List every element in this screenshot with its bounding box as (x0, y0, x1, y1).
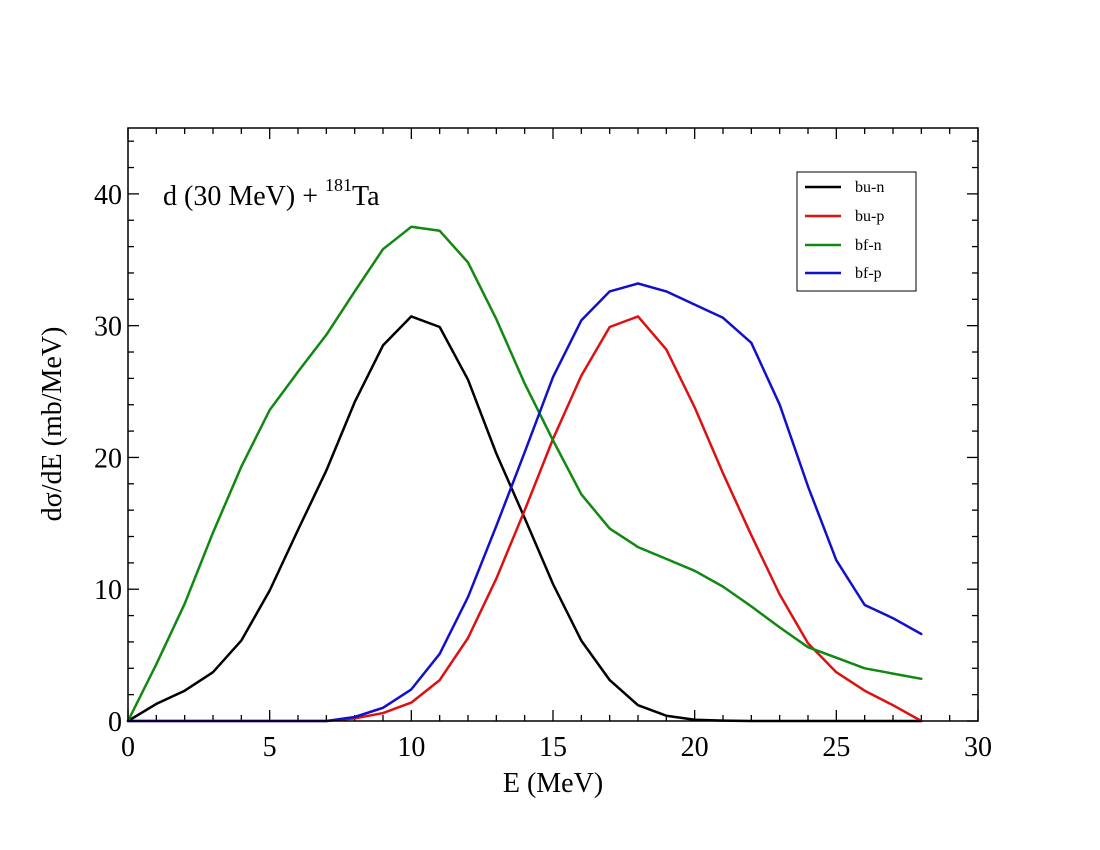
y-tick-label: 30 (94, 312, 122, 343)
legend-label-bu-p: bu-p (855, 208, 884, 225)
y-tick-label: 20 (94, 443, 122, 474)
legend-label-bf-p: bf-p (855, 265, 882, 282)
y-tick-labels: 0 10 20 30 40 (94, 180, 122, 738)
annotation-prefix: d (30 MeV) + (163, 181, 325, 212)
series-line-bu-n (126, 315, 923, 723)
y-tick-label: 0 (108, 707, 122, 738)
chart-annotation: d (30 MeV) + 181Ta (163, 175, 380, 212)
series-layer (126, 225, 923, 723)
y-tick-label: 40 (94, 180, 122, 211)
x-tick-labels: 0 5 10 15 20 25 30 (121, 732, 992, 763)
x-tick-label: 10 (397, 732, 425, 763)
legend-box (796, 171, 917, 292)
y-axis-title: dσ/dE (mb/MeV) (37, 327, 68, 522)
legend-entry-bf-p: bf-p (805, 265, 882, 282)
x-tick-label: 30 (964, 732, 992, 763)
legend: bu-n bu-p bf-n bf-p (796, 171, 917, 292)
series-line-bf-n (126, 225, 923, 723)
x-tick-label: 20 (681, 732, 709, 763)
x-tick-label: 5 (263, 732, 277, 763)
x-tick-label: 25 (822, 732, 850, 763)
series-line-bf-p (126, 282, 923, 723)
legend-label-bf-n: bf-n (855, 237, 882, 254)
legend-entry-bu-n: bu-n (805, 179, 884, 196)
x-axis-title: E (MeV) (503, 768, 603, 799)
legend-entry-bu-p: bu-p (805, 208, 884, 225)
annotation-superscript: 181 (325, 175, 352, 195)
annotation-suffix: Ta (352, 181, 380, 212)
legend-label-bu-n: bu-n (855, 179, 884, 196)
legend-entry-bf-n: bf-n (805, 237, 882, 254)
plot-frame (127, 127, 979, 722)
x-tick-label: 15 (539, 732, 567, 763)
x-tick-label: 0 (121, 732, 135, 763)
y-tick-label: 10 (94, 575, 122, 606)
